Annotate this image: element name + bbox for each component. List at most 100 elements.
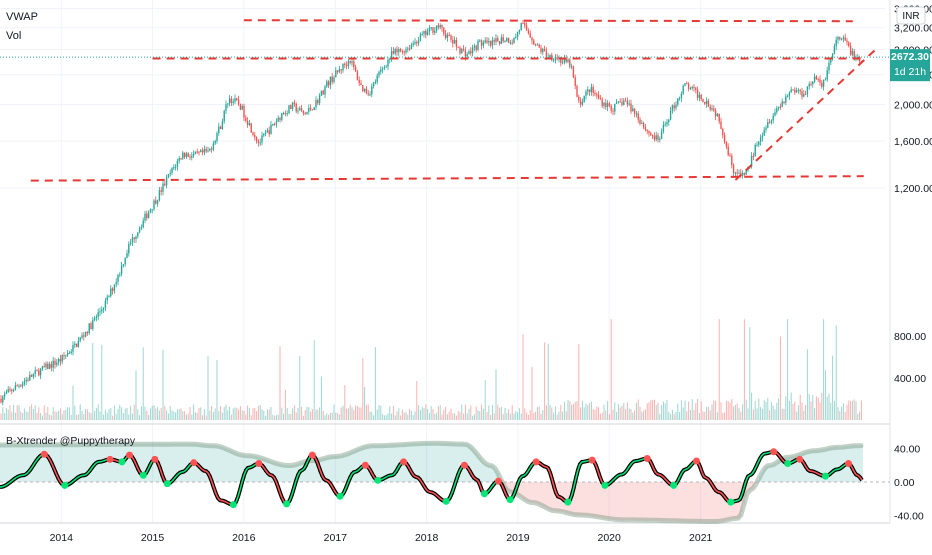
candle-body [141,227,142,228]
candle-body [121,265,122,274]
candle-body [638,114,639,120]
candle-body [819,79,820,82]
candle-body [312,109,313,110]
candle-body [36,370,37,371]
oscillator-bottom-marker [230,501,237,508]
candle-body [11,390,12,391]
candle-body [513,38,514,43]
candle-body [656,135,657,139]
candle-body [184,153,185,157]
candle-body [227,103,228,104]
oscillator-short-segment [738,499,740,500]
candle-body [260,142,261,143]
candle-body [348,61,349,66]
price-badge-value: 2672.30 [891,51,929,63]
candle-body [396,49,397,52]
candle-body [98,312,99,317]
oscillator-short-segment [734,501,736,502]
candle-body [186,153,187,157]
candle-body [497,38,498,41]
candle-body [373,82,374,86]
candle-body [465,50,466,57]
candle-body [135,237,136,239]
trendline-drawings[interactable] [0,20,890,180]
time-axis-tick: 2016 [232,532,256,544]
candle-body [479,40,480,41]
candle-body [616,102,617,104]
oscillator-bottom-marker [374,477,381,484]
vwap-legend[interactable]: VWAP [6,11,38,23]
candle-body [846,41,847,43]
oscillator-short-segment [2,486,4,487]
candle-body [576,86,577,97]
candle-body [80,338,81,341]
oscillator-short-segment [356,471,358,472]
candle-body [308,108,309,112]
candle-body [792,89,793,90]
oscillator-short-segment [416,477,418,478]
candle-body [189,157,190,158]
candle-body [501,37,502,44]
candle-body [341,69,342,70]
candle-body [222,121,223,129]
candle-body [321,91,322,96]
candle-body [609,103,610,105]
candle-body [407,49,408,50]
candle-body [738,173,739,174]
volume-legend[interactable]: Vol [6,30,21,42]
candle-body [467,54,468,56]
oscillator-short-segment [84,475,86,476]
candle-body [483,43,484,46]
trendline[interactable] [244,20,853,21]
candle-body [614,104,615,112]
oscillator-top-marker [309,452,316,459]
candle-body [402,51,403,52]
oscillator-bottom-marker [119,458,126,465]
candle-body [672,105,673,110]
candle-body [744,173,745,175]
volume-axis-tick: 800.00 [894,331,926,343]
candle-body [756,145,757,146]
oscillator-short-segment [18,476,20,477]
candle-body [438,25,439,27]
time-axis-tick: 2017 [324,532,348,544]
candle-body [252,133,253,136]
candle-body [785,96,786,102]
candle-body [454,40,455,43]
candle-body [292,103,293,109]
candle-body [780,107,781,108]
candle-body [697,90,698,98]
candle-body [339,69,340,72]
candle-body [143,220,144,227]
candle-body [463,49,464,50]
candle-body [845,37,846,40]
candle-body [666,122,667,124]
candle-body [315,100,316,107]
candle-body [171,168,172,173]
candle-body [569,59,570,66]
oscillator-short-segment [704,477,706,478]
oscillator-bottom-marker [283,500,290,507]
candle-body [224,111,225,121]
trendline[interactable] [735,50,875,180]
candle-body [4,394,5,397]
candle-body [398,49,399,52]
candle-body [486,40,487,42]
candle-body [713,108,714,110]
candle-body [602,99,603,106]
candle-body [765,128,766,130]
candle-body [74,344,75,345]
candle-body [47,364,48,369]
candle-body [699,95,700,98]
candle-body [702,99,703,102]
candle-body [648,131,649,134]
indicator-legend[interactable]: B-Xtrender @Puppytherapy [6,435,135,447]
oscillator-short-segment [542,465,544,466]
candle-body [573,66,574,77]
candle-body [848,42,849,46]
candle-body [627,101,628,104]
candle-body [20,386,21,387]
candle-body [443,28,444,34]
